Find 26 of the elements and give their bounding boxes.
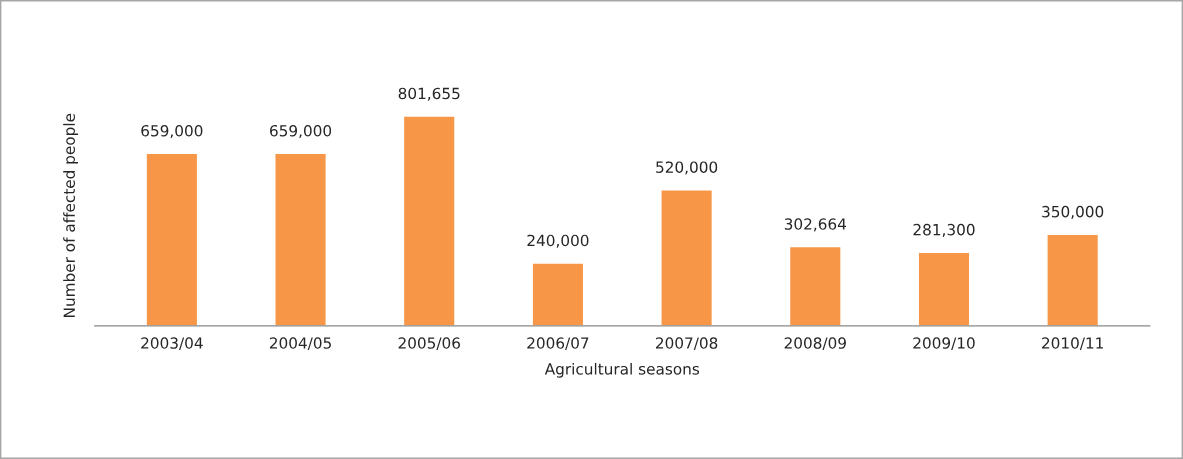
- data-label: 240,000: [527, 234, 589, 248]
- y-axis-title: Number of affected people: [63, 113, 78, 317]
- x-tick-label: 2010/11: [1042, 337, 1103, 351]
- data-label: 801,655: [398, 87, 460, 101]
- data-label: 281,300: [913, 223, 975, 237]
- bar: [402, 115, 456, 326]
- bar: [274, 152, 327, 326]
- bar: [531, 262, 585, 326]
- x-tick-label: 2007/08: [655, 337, 718, 351]
- data-label: 659,000: [141, 125, 203, 139]
- x-tick-label: 2008/09: [784, 337, 846, 351]
- bar: [917, 251, 971, 326]
- data-label: 350,000: [1042, 205, 1104, 219]
- x-tick-label: 2004/05: [269, 337, 331, 351]
- bar: [660, 189, 714, 326]
- x-axis-title: Agricultural seasons: [544, 362, 700, 378]
- bar: [788, 245, 842, 326]
- data-label: 302,664: [784, 218, 847, 232]
- bar: [1046, 233, 1100, 326]
- x-tick-label: 2003/04: [141, 337, 203, 351]
- data-label: 659,000: [270, 125, 332, 139]
- x-tick-label: 2009/10: [913, 337, 975, 351]
- bar: [145, 152, 199, 326]
- data-label: 520,000: [656, 161, 718, 175]
- x-tick-label: 2006/07: [527, 337, 589, 351]
- x-tick-label: 2005/06: [398, 337, 460, 351]
